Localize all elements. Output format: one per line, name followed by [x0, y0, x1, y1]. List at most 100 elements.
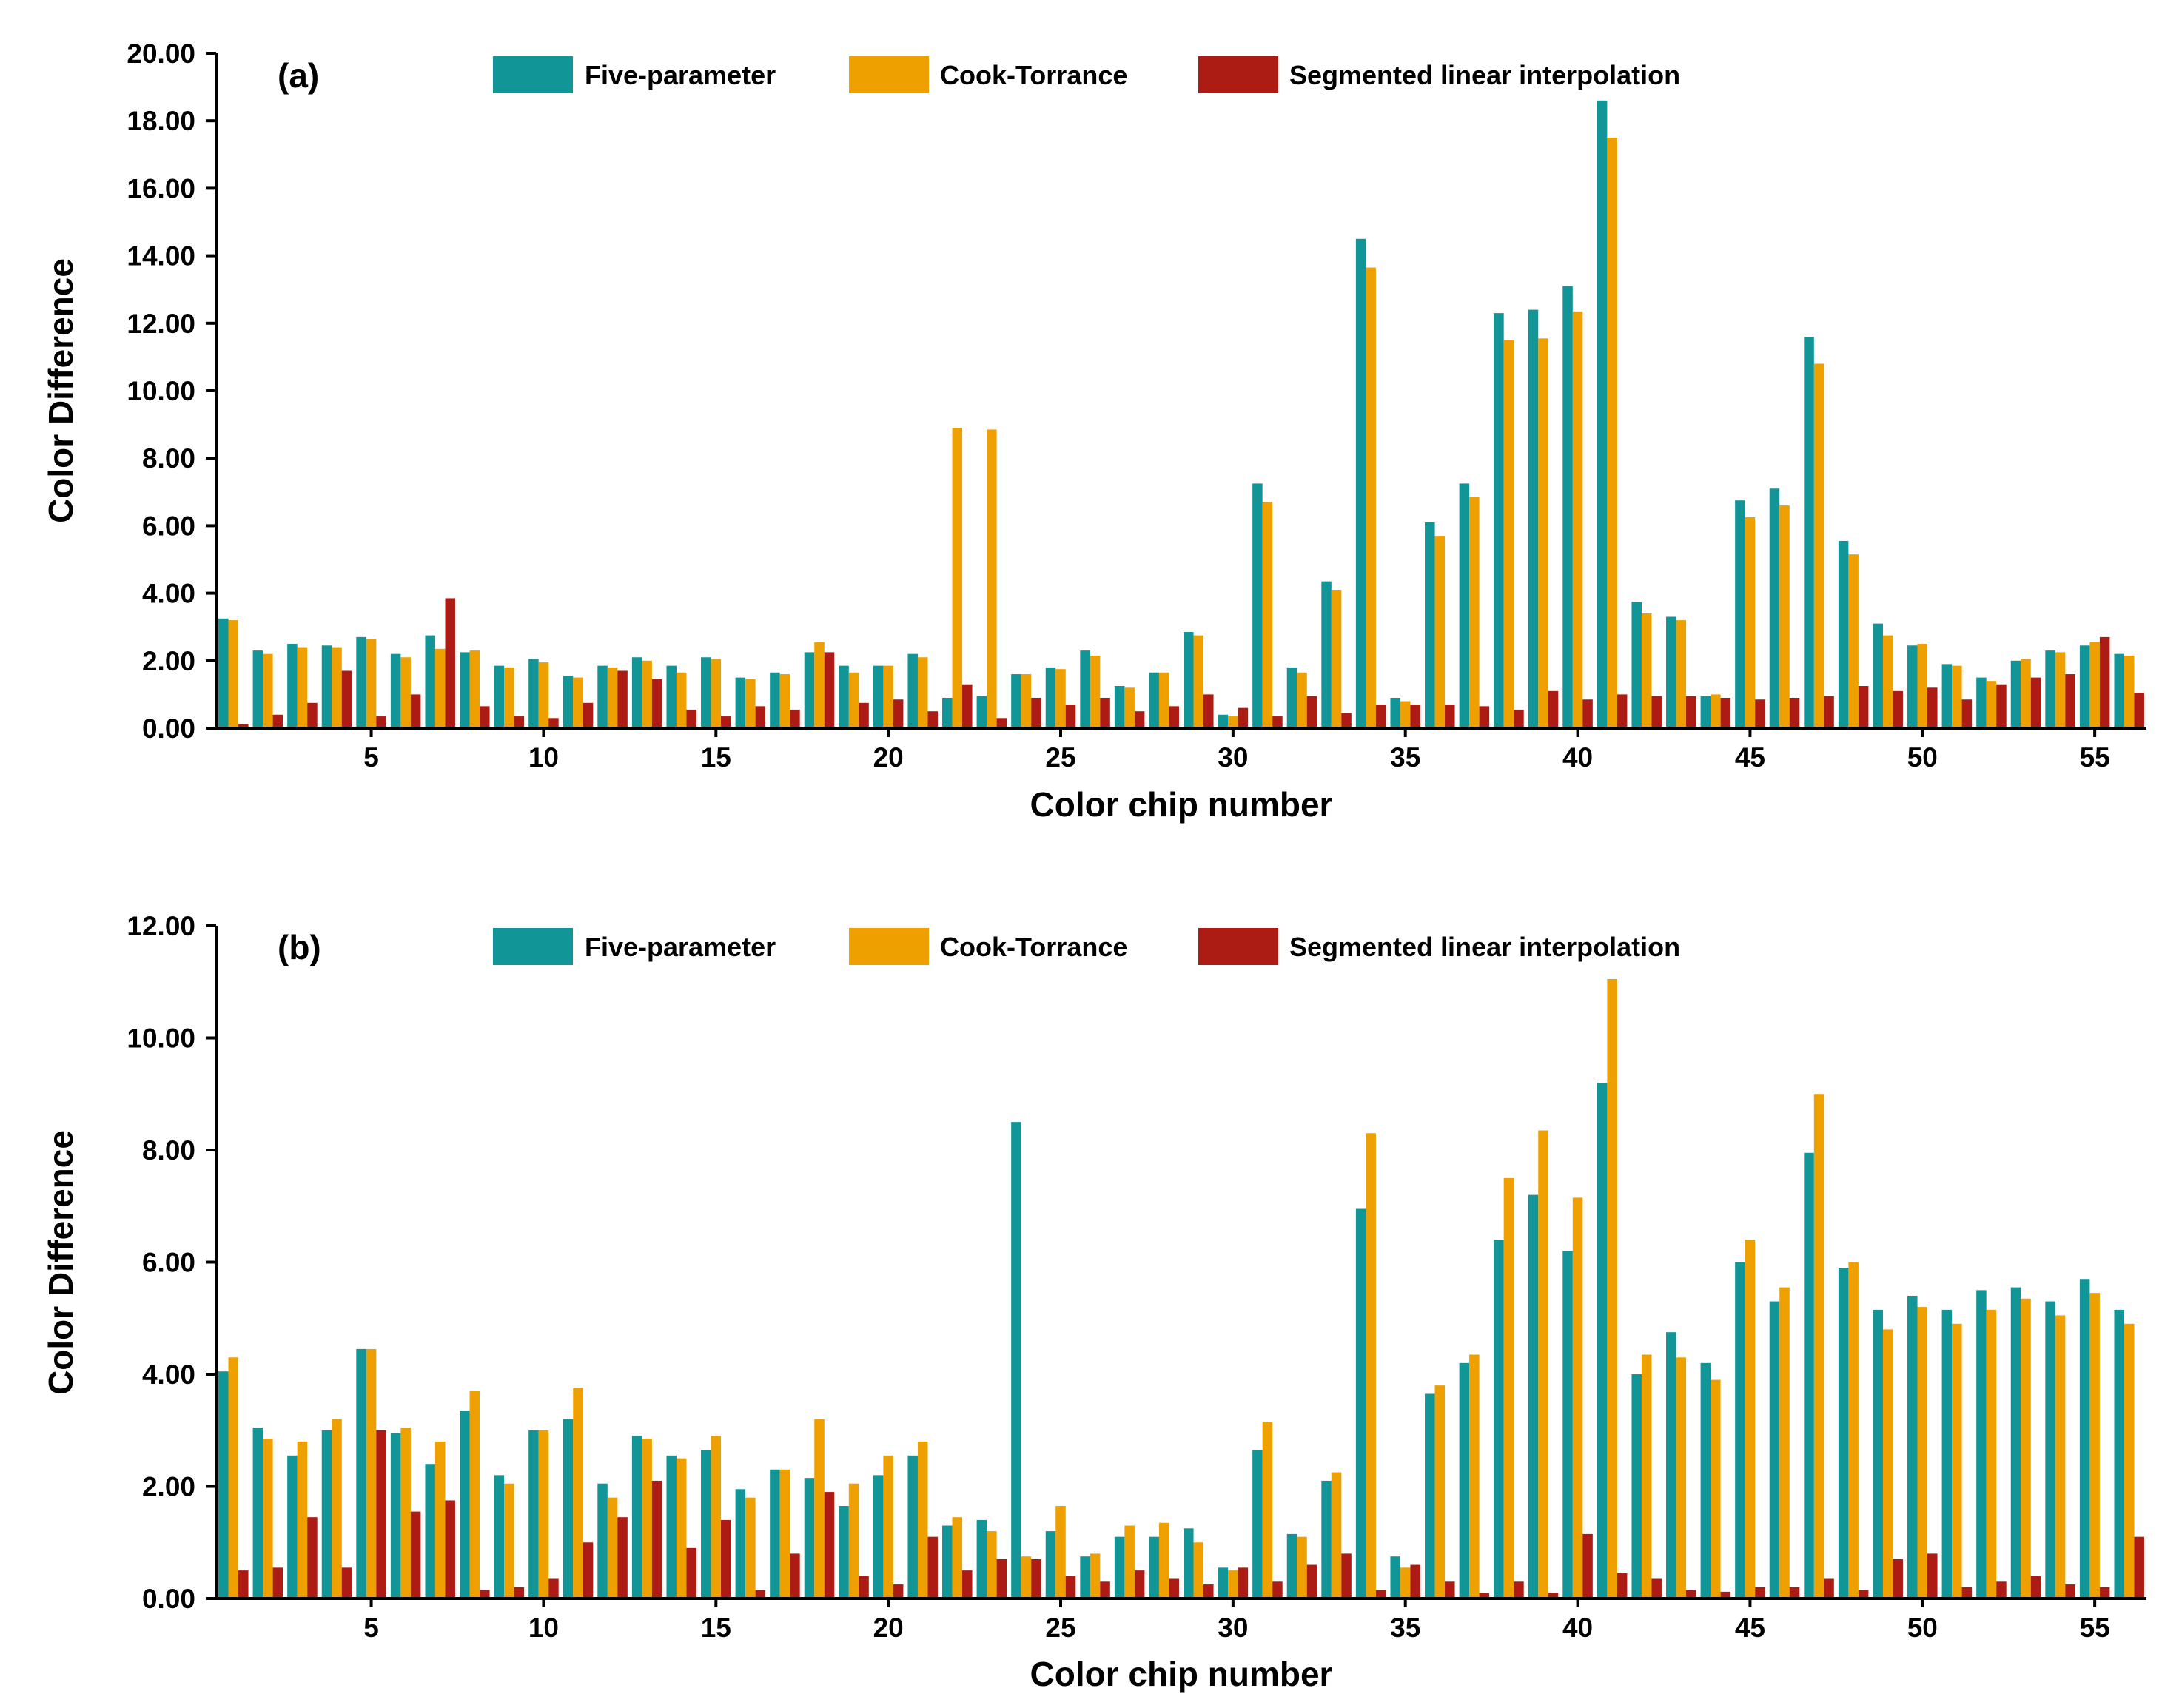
panel-a-bar-segmented-chip-21: [927, 711, 938, 728]
panel-a-bar-segmented-chip-39: [1548, 690, 1559, 728]
panel-a-x-tick-label: 40: [1562, 742, 1593, 773]
panel-a-bar-five-parameter-chip-54: [2045, 650, 2055, 728]
panel-b-bar-segmented-chip-46: [1789, 1587, 1800, 1598]
panel-b-bar-cook-torrance-chip-48: [1848, 1262, 1859, 1598]
panel-a-bar-cook-torrance-chip-44: [1711, 694, 1721, 728]
panel-a-x-tick-label: 20: [873, 742, 904, 773]
panel-a-bar-five-parameter-chip-1: [218, 618, 229, 728]
panel-a-bar-segmented-chip-12: [617, 670, 628, 728]
panel-a-legend-label-cook-torrance: Cook-Torrance: [940, 60, 1127, 90]
panel-a-bar-five-parameter-chip-45: [1735, 500, 1745, 728]
panel-b-bar-five-parameter-chip-53: [2010, 1287, 2021, 1598]
panel-a-bar-five-parameter-chip-40: [1562, 286, 1573, 728]
panel-a-bar-segmented-chip-55: [2099, 636, 2110, 728]
panel-a-bar-cook-torrance-chip-19: [848, 672, 859, 728]
panel-b-x-tick-label: 40: [1562, 1613, 1593, 1643]
panel-b-y-tick-label: 12.00: [127, 911, 195, 941]
panel-b-bar-five-parameter-chip-35: [1390, 1556, 1400, 1598]
panel-a-bar-segmented-chip-53: [2030, 677, 2041, 728]
panel-a-x-tick-label: 45: [1735, 742, 1765, 773]
panel-b-bar-cook-torrance-chip-50: [1917, 1307, 1928, 1598]
panel-a-bar-cook-torrance-chip-29: [1193, 635, 1204, 728]
panel-b-bar-cook-torrance-chip-8: [469, 1391, 480, 1598]
panel-a-legend-swatch-cook-torrance: [849, 56, 929, 93]
panel-b-bar-five-parameter-chip-23: [976, 1519, 987, 1598]
panel-b-bar-five-parameter-chip-12: [597, 1483, 608, 1598]
panel-b-bar-cook-torrance-chip-42: [1641, 1354, 1652, 1598]
panel-a-x-tick-label: 35: [1390, 742, 1420, 773]
panel-a-bar-segmented-chip-34: [1375, 705, 1386, 728]
panel-b-x-tick-label: 55: [2080, 1613, 2110, 1643]
panel-b-bar-five-parameter-chip-55: [2079, 1279, 2090, 1598]
panel-a-bar-segmented-chip-36: [1445, 705, 1455, 728]
panel-a-bar-five-parameter-chip-13: [631, 657, 642, 728]
panel-a-bar-five-parameter-chip-42: [1631, 602, 1642, 728]
panel-a-bar-cook-torrance-chip-27: [1124, 687, 1135, 728]
panel-b-bar-cook-torrance-chip-56: [2124, 1323, 2135, 1598]
panel-b-bar-segmented-chip-27: [1134, 1570, 1145, 1599]
panel-a-bar-five-parameter-chip-25: [1045, 667, 1056, 728]
panel-b-x-tick-label: 10: [528, 1613, 559, 1643]
panel-a-bar-cook-torrance-chip-4: [332, 647, 342, 728]
panel-b-bar-cook-torrance-chip-2: [263, 1439, 273, 1598]
panel-b-bar-cook-torrance-chip-9: [504, 1483, 514, 1598]
panel-b-bar-cook-torrance-chip-3: [297, 1441, 308, 1598]
panel-a-bar-five-parameter-chip-23: [976, 696, 987, 728]
panel-b-bar-five-parameter-chip-21: [907, 1455, 918, 1598]
panel-b-bar-cook-torrance-chip-4: [332, 1419, 342, 1598]
panel-b-bar-five-parameter-chip-51: [1941, 1309, 1953, 1598]
panel-b-legend-swatch-segmented: [1198, 928, 1278, 965]
panel-a-bar-five-parameter-chip-31: [1252, 483, 1263, 728]
panel-a-bar-five-parameter-chip-39: [1528, 309, 1539, 728]
panel-b-bar-five-parameter-chip-41: [1597, 1083, 1608, 1598]
panel-a-bar-segmented-chip-14: [686, 709, 696, 728]
panel-a-y-tick-label: 12.00: [127, 309, 195, 339]
panel-b-bar-five-parameter-chip-39: [1528, 1194, 1539, 1598]
panel-b-bar-five-parameter-chip-3: [287, 1455, 298, 1598]
panel-b-bar-segmented-chip-13: [651, 1480, 662, 1598]
panel-b-bar-five-parameter-chip-10: [528, 1430, 539, 1598]
panel-b-bar-five-parameter-chip-46: [1769, 1301, 1780, 1598]
panel-b-bar-five-parameter-chip-42: [1631, 1374, 1642, 1598]
panel-b-bar-segmented-chip-50: [1927, 1553, 1938, 1598]
panel-b-bar-cook-torrance-chip-36: [1434, 1385, 1446, 1598]
panel-a-bar-five-parameter-chip-56: [2114, 653, 2124, 728]
panel-a-bar-five-parameter-chip-44: [1700, 696, 1711, 728]
panel-b-bar-segmented-chip-55: [2099, 1587, 2110, 1598]
panel-b-bar-five-parameter-chip-44: [1700, 1362, 1711, 1598]
panel-a-bar-segmented-chip-7: [445, 598, 455, 728]
panel-b-bar-cook-torrance-chip-10: [538, 1430, 549, 1598]
panel-b-bar-five-parameter-chip-2: [252, 1427, 263, 1598]
panel-b-bar-five-parameter-chip-18: [804, 1478, 815, 1598]
panel-a-bar-cook-torrance-chip-47: [1813, 363, 1824, 728]
panel-a-y-tick-label: 20.00: [127, 38, 195, 69]
panel-a-bar-segmented-chip-29: [1203, 694, 1214, 728]
panel-a-bar-segmented-chip-51: [1961, 699, 1973, 728]
panel-b-bar-cook-torrance-chip-20: [883, 1455, 893, 1598]
panel-b-bars: [218, 978, 2144, 1599]
panel-a-y-tick-label: 0.00: [142, 713, 195, 744]
panel-a-bar-cook-torrance-chip-22: [952, 428, 963, 728]
panel-a-bar-segmented-chip-43: [1686, 696, 1696, 728]
panel-b-bar-cook-torrance-chip-33: [1331, 1472, 1342, 1598]
panel-a-bar-cook-torrance-chip-48: [1848, 554, 1859, 728]
panel-a-bar-segmented-chip-35: [1410, 705, 1420, 728]
panel-b-bar-segmented-chip-21: [927, 1536, 938, 1598]
panel-b-bar-cook-torrance-chip-14: [676, 1458, 687, 1599]
panel-a-bar-cook-torrance-chip-51: [1952, 665, 1962, 728]
panel-b-bar-cook-torrance-chip-24: [1021, 1556, 1032, 1598]
panel-b-bar-five-parameter-chip-37: [1459, 1362, 1470, 1598]
panel-a-bar-segmented-chip-6: [410, 694, 421, 728]
panel-b-bar-five-parameter-chip-29: [1184, 1528, 1194, 1598]
panel-a-bar-segmented-chip-15: [721, 716, 731, 728]
panel-a-x-tick-label: 55: [2080, 742, 2110, 773]
panel-b-bar-five-parameter-chip-33: [1321, 1480, 1332, 1598]
panel-a-bar-cook-torrance-chip-6: [400, 657, 411, 728]
panel-b-bar-cook-torrance-chip-49: [1882, 1329, 1893, 1598]
panel-a-bar-five-parameter-chip-48: [1838, 540, 1849, 728]
panel-a-bar-five-parameter-chip-18: [804, 652, 815, 728]
panel-b-bar-segmented-chip-8: [480, 1590, 490, 1598]
panel-b-bar-five-parameter-chip-56: [2114, 1309, 2124, 1598]
panel-a-bar-segmented-chip-28: [1169, 706, 1179, 728]
